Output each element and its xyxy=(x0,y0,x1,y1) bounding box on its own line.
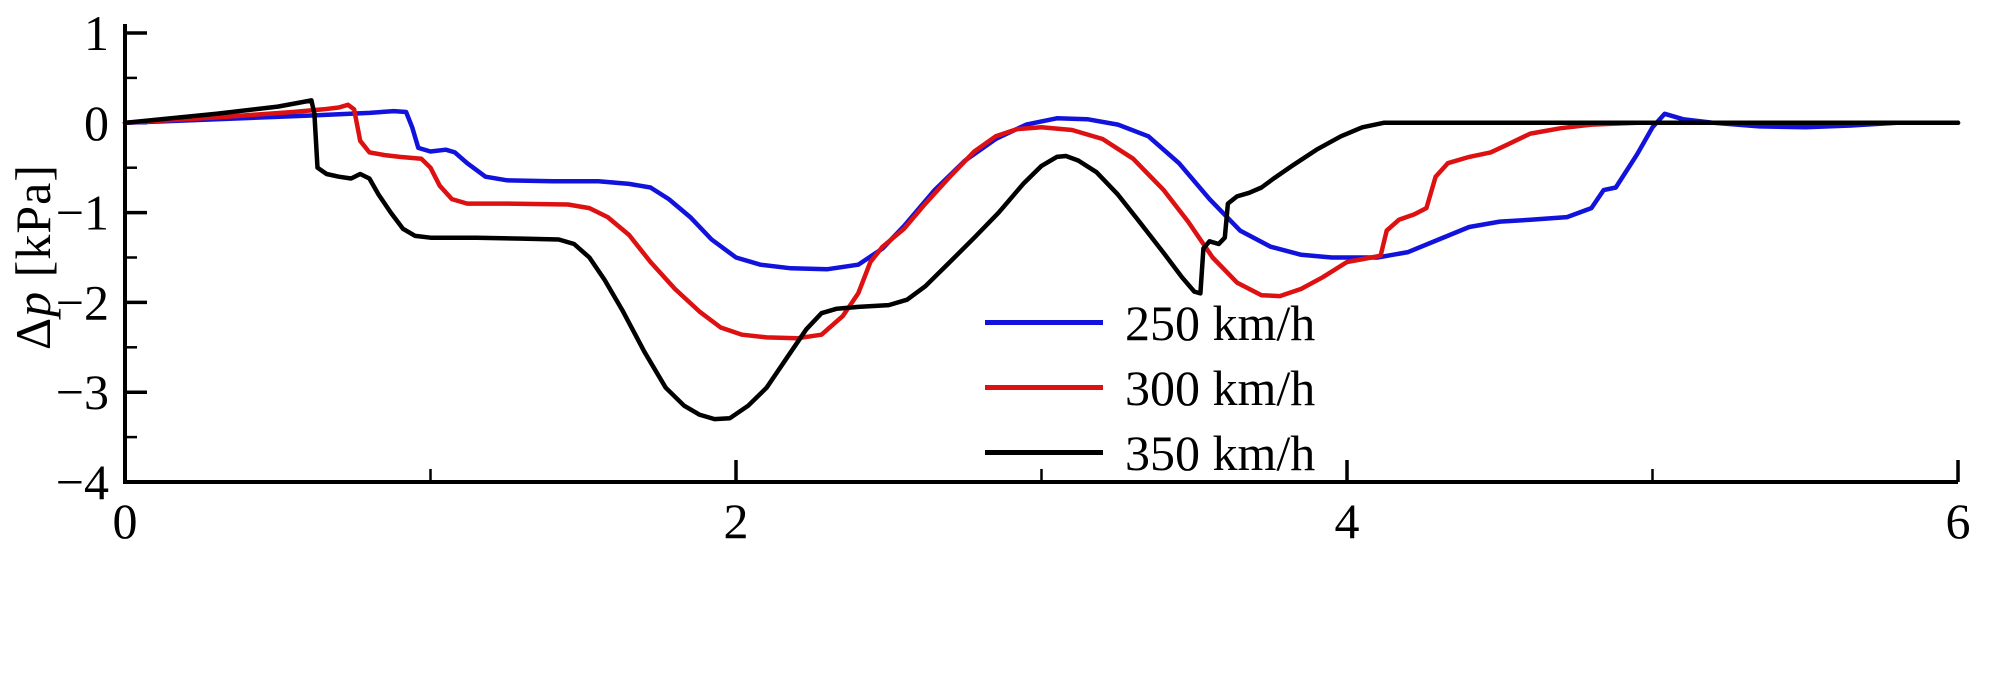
y-axis-title-delta: Δ xyxy=(5,316,61,350)
y-tick-label: 0 xyxy=(84,95,109,151)
legend-item-300: 300 km/h xyxy=(985,355,1315,420)
x-tick-label: 4 xyxy=(1335,493,1360,549)
legend-label-250: 250 km/h xyxy=(1125,294,1316,351)
legend-line-350-icon xyxy=(985,450,1103,455)
legend-line-300-icon xyxy=(985,385,1103,390)
legend: 250 km/h 300 km/h 350 km/h xyxy=(985,290,1315,485)
series-curve-300-km-h xyxy=(122,102,1961,341)
x-tick-label: 0 xyxy=(113,493,138,549)
series-curve-250-km-h xyxy=(122,108,1961,272)
y-axis-title-var: p xyxy=(5,290,61,317)
legend-item-350: 350 km/h xyxy=(985,420,1315,485)
y-tick-label: −1 xyxy=(56,185,109,241)
legend-line-250-icon xyxy=(985,320,1103,325)
legend-item-250: 250 km/h xyxy=(985,290,1315,355)
y-tick-label: −3 xyxy=(56,364,109,420)
y-tick-label: 1 xyxy=(84,5,109,61)
x-tick-label: 6 xyxy=(1946,493,1971,549)
y-axis-title: Δp [kPa] xyxy=(4,164,62,350)
y-axis-title-unit: [kPa] xyxy=(5,164,61,291)
legend-label-300: 300 km/h xyxy=(1125,359,1316,416)
x-tick-label: 2 xyxy=(724,493,749,549)
legend-label-350: 350 km/h xyxy=(1125,424,1316,481)
y-tick-label: −2 xyxy=(56,274,109,330)
series-curve-350-km-h xyxy=(122,98,1961,422)
y-tick-label: −4 xyxy=(56,454,109,510)
